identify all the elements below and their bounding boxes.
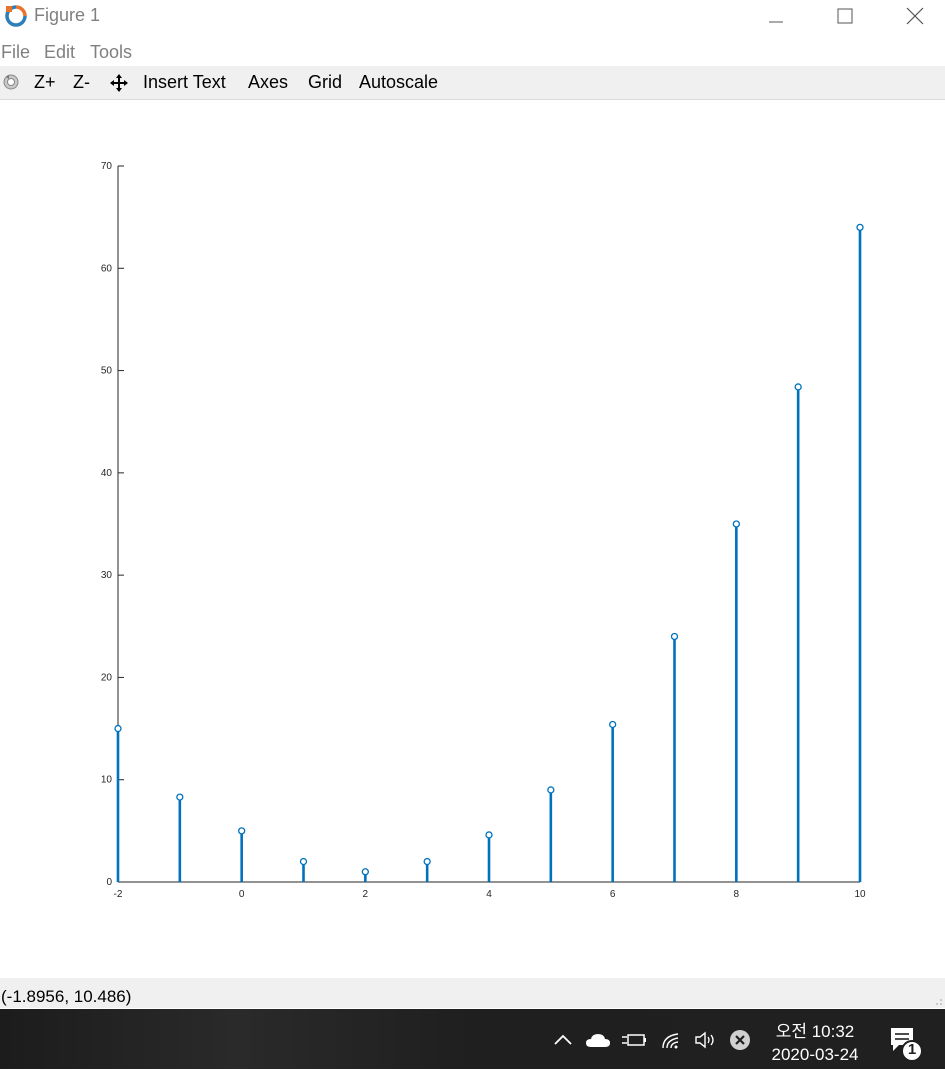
stem-marker <box>856 223 864 232</box>
y-tick-label: 30 <box>101 570 113 581</box>
menu-bar: File Edit Tools <box>0 38 945 66</box>
octave-logo-icon <box>5 5 27 27</box>
status-bar: (-1.8956, 10.486) <box>0 978 945 1008</box>
x-tick-label: -2 <box>114 889 123 900</box>
maximize-icon <box>837 8 853 23</box>
menu-tools[interactable]: Tools <box>90 42 133 62</box>
x-tick-label: 2 <box>363 889 369 900</box>
chevron-up-icon[interactable] <box>550 1027 576 1053</box>
clock-date[interactable]: 2020-03-24 <box>771 1045 859 1064</box>
plot-canvas[interactable]: 0 10 20 30 40 50 60 70 -2 0 2 4 6 8 10 <box>0 100 945 978</box>
stem-marker <box>485 831 493 839</box>
y-tick-label: 10 <box>101 775 113 786</box>
y-tick-label: 0 <box>106 877 112 888</box>
stem-marker <box>670 632 679 641</box>
menu-edit[interactable]: Edit <box>44 42 76 62</box>
wifi-icon[interactable] <box>659 1027 685 1053</box>
power-plug-icon[interactable] <box>621 1027 647 1053</box>
y-tick-label: 70 <box>101 161 113 172</box>
stem-marker <box>732 520 740 528</box>
pan-icon[interactable] <box>110 74 128 92</box>
window-title: Figure 1 <box>34 5 101 25</box>
autoscale-button[interactable]: Autoscale <box>359 72 439 92</box>
resize-grip-icon[interactable] <box>935 998 943 1006</box>
x-tick-label: 10 <box>854 889 866 900</box>
notification-button[interactable]: 1 <box>887 1025 927 1065</box>
stem-marker <box>114 724 122 733</box>
stem-marker <box>423 857 431 866</box>
clock-time[interactable]: 오전 10:32 <box>775 1022 855 1041</box>
y-tick-label: 20 <box>101 672 113 683</box>
insert-text-button[interactable]: Insert Text <box>143 72 226 92</box>
minimize-icon <box>769 21 783 22</box>
title-bar: Figure 1 <box>0 0 945 31</box>
stem-marker <box>794 383 802 391</box>
onedrive-cloud-icon[interactable] <box>585 1027 611 1053</box>
maximize-button[interactable] <box>810 0 880 31</box>
menu-file[interactable]: File <box>1 42 31 62</box>
minimize-button[interactable] <box>741 0 811 31</box>
zoom-in-button[interactable]: Z+ <box>34 72 56 92</box>
stem-marker <box>609 720 617 729</box>
x-tick-label: 8 <box>734 889 740 900</box>
y-tick-label: 60 <box>101 263 113 274</box>
stem-marker <box>176 793 184 801</box>
y-tick-label: 40 <box>101 468 113 479</box>
stem-marker <box>299 857 308 866</box>
x-tick-label: 4 <box>486 889 492 900</box>
x-tick-label: 0 <box>239 889 245 900</box>
error-icon[interactable] <box>727 1027 753 1053</box>
stem-marker <box>238 827 246 835</box>
notification-count: 1 <box>907 1041 917 1058</box>
stem-marker <box>361 868 369 876</box>
x-tick-label: 6 <box>610 889 616 900</box>
taskbar: 오전 10:32 2020-03-24 1 <box>0 1009 945 1069</box>
axes-button[interactable]: Axes <box>248 72 289 92</box>
close-icon <box>906 7 924 24</box>
notification-icon <box>891 1028 923 1062</box>
volume-icon[interactable] <box>693 1027 719 1053</box>
rotate-icon[interactable] <box>2 73 20 91</box>
toolbar: Z+ Z- Insert Text Axes Grid Autoscale <box>0 66 945 100</box>
grid-button[interactable]: Grid <box>308 72 343 92</box>
pointer-coordinates: (-1.8956, 10.486) <box>1 987 132 1006</box>
close-button[interactable] <box>880 0 945 31</box>
stem-marker <box>547 786 555 794</box>
y-tick-label: 50 <box>101 366 113 377</box>
zoom-out-button[interactable]: Z- <box>73 72 90 92</box>
